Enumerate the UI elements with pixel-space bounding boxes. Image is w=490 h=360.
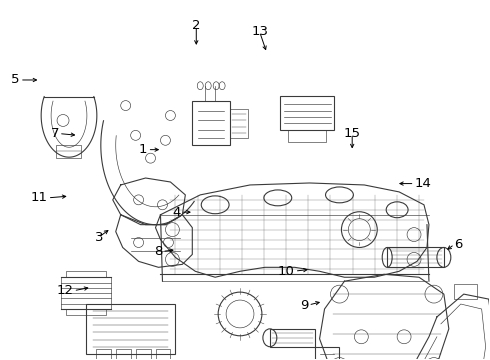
- Text: 1: 1: [139, 143, 147, 156]
- Text: 5: 5: [11, 73, 20, 86]
- Text: 13: 13: [251, 25, 268, 38]
- Text: 11: 11: [31, 192, 48, 204]
- Text: 7: 7: [50, 127, 59, 140]
- Text: 6: 6: [455, 238, 463, 251]
- Text: 4: 4: [172, 206, 181, 219]
- Text: 8: 8: [154, 245, 162, 258]
- Text: 12: 12: [56, 284, 74, 297]
- Text: 10: 10: [278, 265, 294, 278]
- Text: 2: 2: [192, 19, 200, 32]
- Text: 9: 9: [300, 298, 308, 311]
- Text: 3: 3: [95, 231, 103, 244]
- Text: 15: 15: [343, 127, 361, 140]
- Text: 14: 14: [415, 177, 431, 190]
